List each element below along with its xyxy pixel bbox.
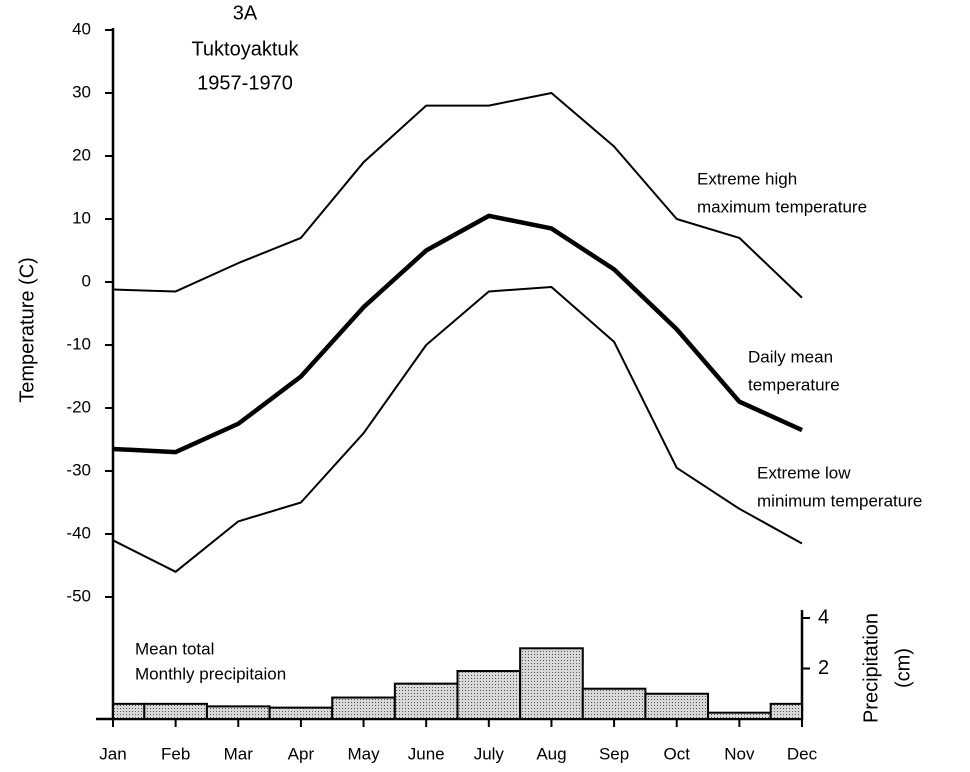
- y-tick-label: 40: [72, 19, 91, 38]
- y-tick-label: -40: [66, 523, 91, 542]
- title: Tuktoyaktuk: [191, 38, 299, 60]
- x-tick-label: June: [408, 744, 445, 763]
- x-tick-label: Aug: [536, 744, 566, 763]
- y-axis-label: Temperature (C): [16, 257, 38, 403]
- x-tick-label: Apr: [288, 744, 315, 763]
- title: 1957-1970: [197, 72, 293, 94]
- y-tick-label: -30: [66, 460, 91, 479]
- precip-bar: [331, 696, 396, 720]
- y-tick-label: -50: [66, 586, 91, 605]
- y-tick-label: -10: [66, 334, 91, 353]
- precip-bar: [644, 692, 710, 720]
- y2-tick-label: 4: [818, 606, 829, 628]
- series-label: Extreme high: [697, 169, 797, 188]
- title: 3A: [233, 2, 258, 24]
- precip-bar: [143, 702, 208, 720]
- precip-bar: [519, 647, 584, 720]
- series-label: minimum temperature: [757, 491, 922, 510]
- precip-bar: [112, 702, 146, 720]
- x-tick-label: Sep: [599, 744, 629, 763]
- series-label: Extreme low: [757, 463, 851, 482]
- y-tick-label: 30: [72, 82, 91, 101]
- precip-bar: [581, 687, 647, 721]
- series-label: temperature: [748, 375, 840, 394]
- x-tick-label: May: [347, 744, 380, 763]
- precip-label: Mean total: [135, 639, 214, 658]
- precip-bar: [456, 670, 522, 721]
- x-tick-label: Dec: [787, 744, 818, 763]
- y2-axis-label: (cm): [892, 648, 914, 688]
- x-tick-label: July: [474, 744, 505, 763]
- x-tick-label: Nov: [724, 744, 755, 763]
- y-tick-label: 0: [82, 271, 91, 290]
- y2-axis-label: Precipitation: [860, 613, 882, 723]
- precip-bar: [393, 682, 459, 721]
- x-tick-label: Oct: [664, 744, 691, 763]
- x-tick-label: Mar: [224, 744, 254, 763]
- y-tick-label: 10: [72, 208, 91, 227]
- series-line: [112, 213, 803, 455]
- precip-bar: [268, 706, 334, 721]
- precip-label: Monthly precipitaion: [135, 664, 286, 683]
- series-line: [112, 286, 803, 573]
- series-label: Daily mean: [748, 347, 833, 366]
- precip-bar: [707, 711, 772, 720]
- y2-tick-label: 2: [818, 657, 829, 679]
- series-line: [112, 92, 803, 299]
- series-label: maximum temperature: [697, 197, 867, 216]
- x-tick-label: Feb: [161, 744, 190, 763]
- y-tick-label: -20: [66, 397, 91, 416]
- precip-bar: [769, 702, 804, 720]
- y-tick-label: 20: [72, 145, 91, 164]
- x-tick-label: Jan: [99, 744, 126, 763]
- precip-bar: [205, 705, 271, 720]
